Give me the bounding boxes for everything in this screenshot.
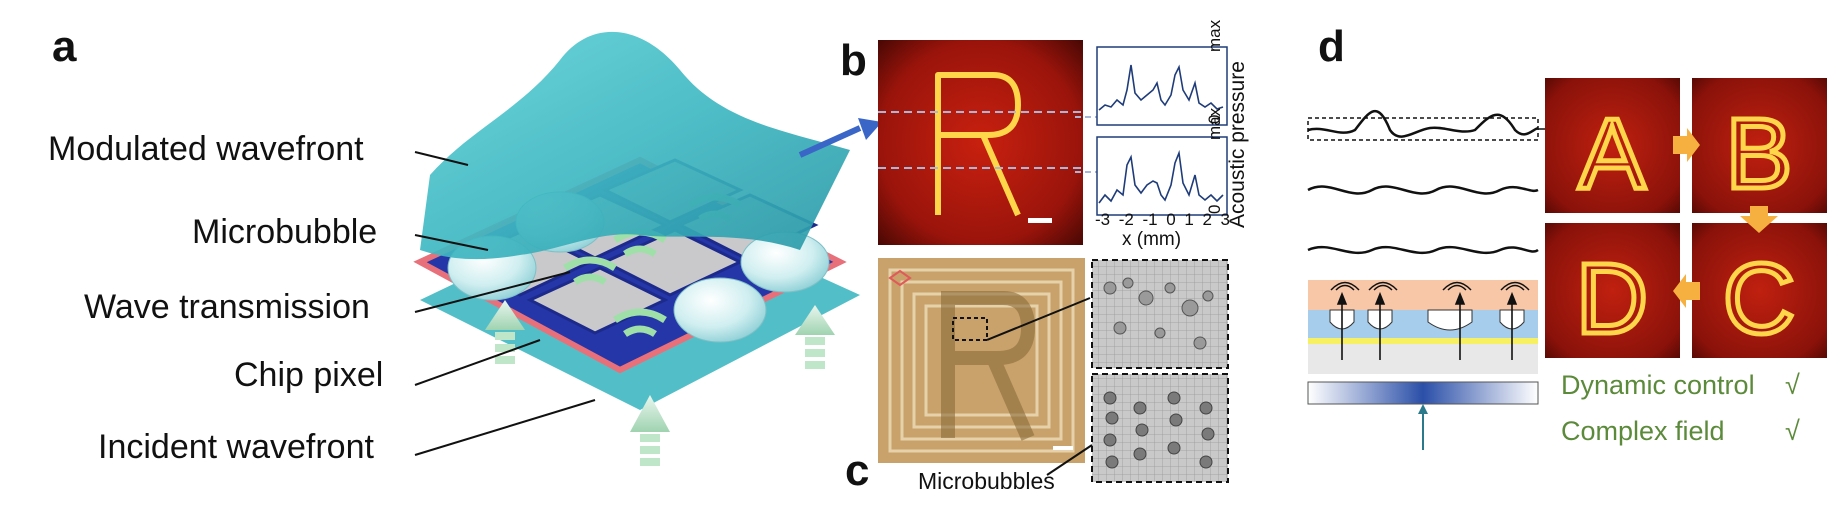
chip-photo — [878, 258, 1085, 463]
complex-field-label: Complex field — [1561, 416, 1725, 446]
link-arrow — [798, 125, 862, 158]
x-tick: 2 — [1202, 210, 1212, 229]
top-ymax: max — [1205, 19, 1224, 52]
label-incident-wavefront: Incident wavefront — [98, 428, 374, 466]
profile-bottom — [1098, 149, 1224, 204]
pressure-profiles — [1075, 46, 1228, 216]
bottom-ymax: max — [1205, 107, 1224, 140]
letter-r-focus — [935, 72, 1021, 217]
zoom-box — [952, 317, 988, 341]
callout-lines — [414, 151, 596, 456]
complex-check: √ — [1785, 416, 1800, 446]
wave-modulated — [1307, 109, 1539, 138]
panel-a-illustration — [413, 31, 882, 466]
profile-top — [1098, 64, 1224, 111]
x-tick: -2 — [1118, 210, 1134, 229]
scale-bar — [1053, 446, 1073, 450]
hologram-b: B — [1726, 98, 1793, 210]
microbubbles-label: Microbubbles — [918, 468, 1055, 494]
hologram-a: A — [1579, 98, 1646, 210]
label-chip-pixel: Chip pixel — [234, 356, 384, 394]
scale-bar — [1028, 218, 1052, 223]
x-tick: 1 — [1184, 210, 1194, 229]
x-tick: -1 — [1142, 210, 1158, 229]
label-wave-transmission: Wave transmission — [84, 288, 370, 326]
panel-d-letter: d — [1318, 22, 1345, 71]
y-axis-label: Acoustic pressure — [1226, 61, 1249, 228]
modulated-wavefront — [420, 31, 850, 260]
wave-lower — [1307, 245, 1539, 255]
zoom-insets — [1091, 259, 1229, 483]
incident-arrows — [485, 300, 835, 466]
zoom-lines — [987, 297, 1093, 476]
x-axis-label: x (mm) — [1122, 229, 1182, 250]
x-tick: 0 — [1166, 210, 1176, 229]
x-tick-row: -3 -2 -1 0 1 2 3 — [1095, 210, 1230, 230]
hologram-d: D — [1576, 243, 1648, 355]
microbubble-3 — [673, 277, 767, 343]
label-modulated-wavefront: Modulated wavefront — [48, 130, 364, 168]
hologram-grid: A B D C — [1545, 78, 1827, 358]
panel-c-letter: c — [845, 446, 870, 495]
wave-schematic — [1307, 109, 1560, 450]
panel-b-letter: b — [840, 36, 867, 85]
wave-mid — [1307, 185, 1539, 195]
panel-a-letter: a — [52, 22, 77, 71]
dynamic-control-label: Dynamic control — [1561, 370, 1755, 400]
hologram-c: C — [1723, 243, 1795, 355]
x-tick: 3 — [1220, 210, 1230, 229]
pressure-map — [878, 40, 1083, 245]
x-tick: -3 — [1095, 210, 1111, 229]
label-microbubble: Microbubble — [192, 213, 378, 251]
dynamic-check: √ — [1785, 370, 1800, 400]
